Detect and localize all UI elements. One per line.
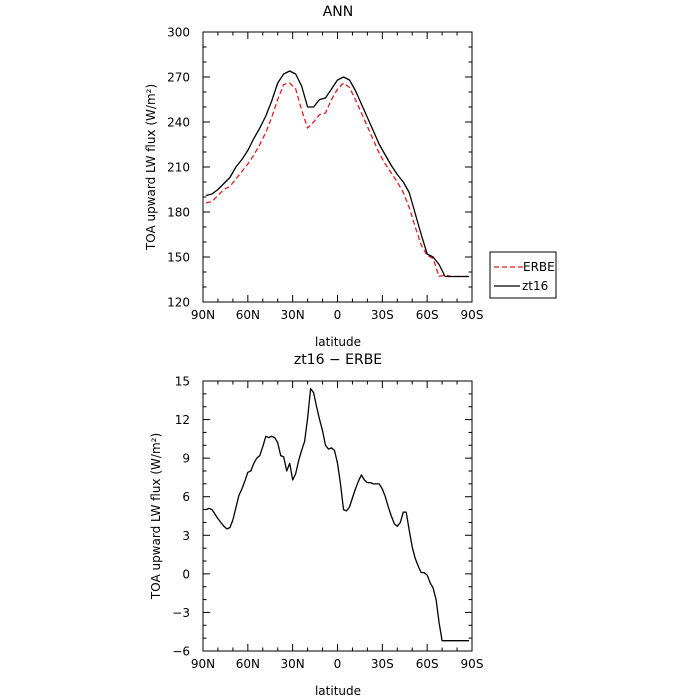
- top-y-tick-label: 150: [167, 251, 190, 265]
- bottom-x-tick-label: 30S: [371, 657, 394, 671]
- bottom-y-tick-label: 0: [182, 567, 190, 581]
- bottom-x-axis-label: latitude: [315, 684, 361, 698]
- bottom-y-tick-label: 6: [182, 490, 190, 504]
- bottom-y-tick-label: 12: [175, 413, 190, 427]
- top-chart-title: ANN: [323, 4, 354, 20]
- top-y-tick-label: 180: [167, 206, 190, 220]
- bottom-chart-title: zt16 − ERBE: [294, 352, 382, 368]
- top-y-tick-label: 210: [167, 161, 190, 175]
- bottom-y-tick-label: −6: [172, 645, 190, 659]
- top-x-tick-label: 30S: [371, 308, 394, 322]
- legend-zt16-label: zt16: [522, 279, 548, 293]
- top-series-erbe-line: [205, 82, 469, 278]
- legend-box: [489, 251, 557, 299]
- bottom-x-tick-label: 90S: [461, 657, 484, 671]
- top-x-axis-label: latitude: [315, 335, 361, 349]
- bottom-plot-frame: [202, 380, 473, 652]
- bottom-y-tick-label: −3: [172, 606, 190, 620]
- bottom-y-tick-label: 3: [182, 529, 190, 543]
- top-series-zt16-line: [205, 70, 469, 278]
- bottom-x-tick-label: 90N: [191, 657, 215, 671]
- bottom-series-lines: [205, 388, 469, 642]
- top-panel: ANN 90N 60N 30N 0 30S 60S 90S 120 150 180 210 240 2…: [144, 4, 557, 349]
- top-y-ticks: 120 150 180 210 240 270 300: [167, 26, 472, 310]
- bottom-panel: zt16 − ERBE 90N 60N 30N 0 30S 60S 90S −6−30369…: [149, 352, 483, 698]
- top-x-tick-label: 90S: [461, 308, 484, 322]
- bottom-x-tick-label: 30N: [281, 657, 305, 671]
- top-y-tick-label: 270: [167, 71, 190, 85]
- bottom-y-ticks: −6 −3 0 3 6 9 12 15: [172, 375, 472, 659]
- bottom-x-tick-label: 60S: [416, 657, 439, 671]
- top-y-tick-label: 300: [167, 26, 190, 40]
- bottom-y-tick-label: 9: [182, 452, 190, 466]
- top-x-tick-label: 90N: [191, 308, 215, 322]
- top-x-tick-label: 60N: [236, 308, 260, 322]
- top-x-tick-label: 0: [334, 308, 342, 322]
- top-y-tick-label: 240: [167, 116, 190, 130]
- top-legend: ERBE zt16: [489, 251, 557, 299]
- top-x-tick-label: 30N: [281, 308, 305, 322]
- bottom-y-tick-label: 15: [175, 375, 190, 389]
- top-series-lines: [205, 70, 469, 278]
- top-plot-frame: [202, 31, 473, 303]
- bottom-x-ticks: 90N 60N 30N 0 30S 60S 90S: [191, 381, 484, 671]
- bottom-y-axis-label: TOA upward LW flux (W/m²): [149, 433, 163, 600]
- bottom-series-diff-line: [205, 388, 469, 642]
- top-x-tick-label: 60S: [416, 308, 439, 322]
- bottom-x-tick-label: 60N: [236, 657, 260, 671]
- top-y-tick-label: 120: [167, 296, 190, 310]
- bottom-x-tick-label: 0: [334, 657, 342, 671]
- top-x-ticks: 90N 60N 30N 0 30S 60S 90S: [191, 32, 484, 322]
- top-y-axis-label: TOA upward LW flux (W/m²): [144, 84, 158, 251]
- legend-erbe-label: ERBE: [523, 260, 555, 274]
